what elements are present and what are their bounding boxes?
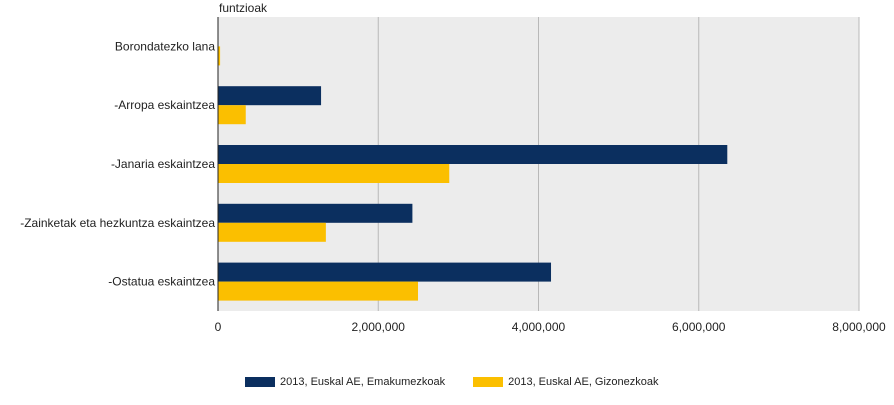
legend-swatch-emakumezkoak — [245, 377, 275, 387]
category-label: -Zainketak eta hezkuntza eskaintzea — [20, 216, 215, 230]
bar-emakumezkoak — [218, 86, 322, 106]
bars — [218, 46, 728, 301]
bar-emakumezkoak — [218, 145, 728, 164]
bar-gizonezkoak — [218, 222, 326, 242]
bar-gizonezkoak — [218, 281, 419, 301]
bar-gizonezkoak — [218, 105, 246, 125]
category-label: -Arropa eskaintzea — [114, 98, 215, 112]
legend: 2013, Euskal AE, Emakumezkoak 2013, Eusk… — [245, 376, 687, 388]
legend-label-gizonezkoak: 2013, Euskal AE, Gizonezkoak — [508, 376, 659, 388]
category-label: Borondatezko lana — [115, 39, 215, 53]
x-tick-label: 2,000,000 — [352, 320, 406, 334]
x-tick-label: 8,000,000 — [832, 320, 886, 334]
x-tick-label: 0 — [215, 320, 222, 334]
legend-swatch-gizonezkoak — [473, 377, 504, 387]
legend-item-emakumezkoak: 2013, Euskal AE, Emakumezkoak — [245, 376, 445, 388]
category-label: -Janaria eskaintzea — [111, 157, 215, 171]
bar-emakumezkoak — [218, 262, 552, 282]
x-tick-labels: 0 2,000,000 4,000,000 6,000,000 8,000,000 — [215, 320, 886, 334]
legend-item-gizonezkoak: 2013, Euskal AE, Gizonezkoak — [473, 376, 659, 388]
bar-gizonezkoak — [218, 164, 450, 183]
x-tick-label: 6,000,000 — [672, 320, 726, 334]
chart-title: funtzioak — [219, 1, 268, 15]
legend-label-emakumezkoak: 2013, Euskal AE, Emakumezkoak — [280, 376, 446, 388]
category-label: -Ostatua eskaintzea — [108, 275, 215, 289]
bar-emakumezkoak — [218, 203, 413, 223]
bar-gizonezkoak — [218, 46, 221, 66]
category-labels: Borondatezko lana -Arropa eskaintzea -Jana… — [20, 39, 215, 288]
x-tick-label: 4,000,000 — [512, 320, 566, 334]
